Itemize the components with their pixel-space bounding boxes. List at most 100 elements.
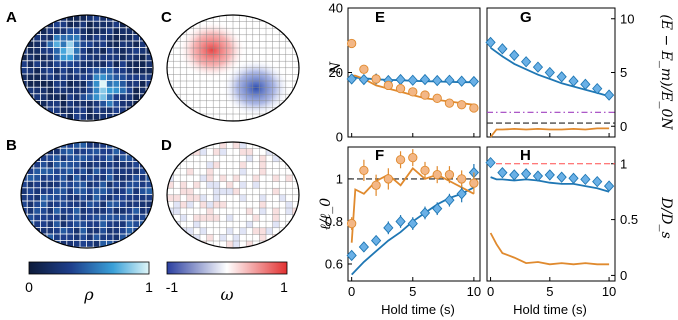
density-pixel: [73, 87, 80, 94]
density-pixel: [47, 227, 54, 234]
data-point-diamond: [568, 75, 579, 87]
density-pixel: [60, 61, 67, 67]
density-pixel: [27, 241, 34, 247]
data-point-diamond: [603, 180, 615, 192]
density-pixel: [67, 81, 73, 87]
density-pixel: [47, 181, 54, 188]
vorticity-pixel: [226, 188, 233, 195]
density-pixel: [126, 142, 133, 148]
density-pixel: [139, 74, 146, 81]
density-pixel: [60, 221, 67, 227]
density-pixel: [60, 100, 67, 107]
density-pixel: [126, 201, 133, 208]
density-pixel: [133, 241, 139, 247]
density-pixel: [54, 54, 60, 61]
density-pixel: [34, 194, 40, 201]
vorticity-pixel: [206, 175, 214, 182]
density-pixel: [106, 234, 113, 241]
density-pixel: [126, 87, 133, 94]
density-pixel: [60, 67, 67, 74]
density-pixel: [126, 81, 133, 87]
density-pixel: [34, 34, 40, 41]
vorticity-pixel: [239, 181, 247, 189]
density-pixel: [113, 34, 120, 41]
density-pixel: [139, 201, 146, 208]
density-pixel: [47, 241, 54, 247]
density-pixel: [120, 181, 126, 188]
density-pixel: [80, 15, 87, 21]
y-tick-label: 0.8: [325, 214, 343, 229]
data-point-circle: [371, 74, 381, 84]
vorticity-pixel: [180, 201, 187, 208]
density-pixel: [87, 148, 93, 155]
density-pixel: [100, 148, 106, 155]
density-pixel: [100, 168, 106, 175]
density-pixel: [146, 194, 153, 201]
density-pixel: [21, 28, 27, 34]
density-pixel: [47, 161, 54, 168]
density-pixel: [73, 142, 80, 148]
density-pixel: [47, 74, 54, 81]
density-pixel: [60, 201, 67, 208]
density-pixel: [21, 201, 27, 208]
density-pixel: [27, 201, 34, 208]
density-pixel: [60, 181, 67, 188]
density-pixel: [113, 234, 120, 241]
density-pixel: [120, 114, 126, 120]
density-pixel: [93, 87, 100, 94]
density-pixel: [100, 142, 106, 148]
density-pixel: [60, 188, 67, 194]
density-pixel: [27, 74, 34, 81]
data-point-circle: [408, 87, 418, 97]
density-pixel: [34, 81, 40, 87]
density-pixel: [47, 94, 54, 100]
data-point-circle: [383, 174, 393, 184]
vorticity-pixel: [206, 201, 214, 208]
vorticity-pixel: [233, 142, 240, 149]
data-point-circle: [359, 64, 369, 74]
density-pixel: [133, 34, 139, 41]
y-tick-label: 0.5: [620, 212, 638, 227]
density-pixel: [100, 100, 106, 107]
density-pixel: [54, 67, 60, 74]
vorticity-pixel: [200, 175, 207, 182]
density-pixel: [87, 34, 93, 41]
density-pixel: [73, 94, 80, 100]
density-pixel: [73, 241, 80, 247]
density-pixel: [34, 161, 40, 168]
density-pixel: [47, 28, 54, 34]
data-point-diamond: [432, 203, 443, 215]
density-pixel: [100, 81, 106, 87]
density-pixel: [146, 34, 153, 41]
density-pixel: [21, 54, 27, 61]
density-pixel: [126, 100, 133, 107]
density-pixel: [67, 41, 73, 48]
data-point-diamond: [346, 73, 357, 85]
density-pixel: [27, 148, 34, 155]
density-pixel: [27, 41, 34, 48]
density-pixel: [73, 74, 80, 81]
density-pixel: [87, 227, 93, 234]
density-pixel: [34, 87, 40, 94]
density-pixel: [106, 175, 113, 181]
density-pixel: [93, 54, 100, 61]
data-point-diamond: [432, 74, 443, 87]
density-pixel: [40, 241, 47, 247]
data-point-diamond: [580, 173, 591, 186]
vorticity-pixel: [239, 161, 247, 169]
density-pixel: [87, 41, 93, 48]
density-pixel: [73, 61, 80, 67]
vorticity-pixel: [213, 161, 220, 169]
density-pixel: [54, 234, 60, 241]
density-pixel: [93, 168, 100, 175]
chart-panel-f: F 0.60.810 5 10: [325, 146, 481, 299]
density-pixel: [139, 241, 146, 247]
density-pixel: [21, 100, 27, 107]
colorbar-rho-label: ρ: [83, 285, 94, 304]
density-pixel: [54, 181, 60, 188]
density-pixel: [73, 107, 80, 114]
colorbar-omega-gradient: [166, 261, 288, 275]
vorticity-pixel: [213, 194, 220, 202]
y-tick-label: 1: [620, 156, 627, 171]
density-pixel: [106, 81, 113, 87]
